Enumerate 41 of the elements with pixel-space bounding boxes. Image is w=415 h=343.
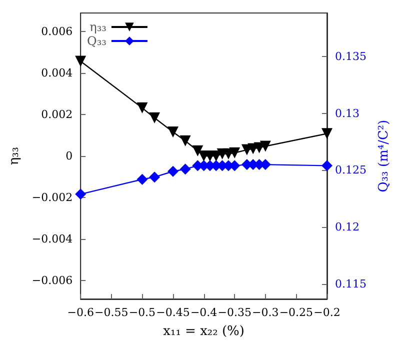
point [149,172,160,183]
point [136,102,148,114]
point [260,140,271,152]
point [149,112,160,124]
x-axis-title: x₁₁ = x₂₂ (%) [163,324,244,339]
point [322,128,332,140]
point [322,160,332,172]
point [192,145,204,156]
y-tick-label: 0.004 [41,66,73,80]
point [180,135,191,146]
point [75,56,86,67]
y-tick-label: 0.006 [41,25,73,38]
legend-label: Q₃₃ [86,34,107,48]
point [75,188,86,200]
y2-tick-label: 0.12 [335,220,360,234]
y2-tick-label: 0.115 [335,278,366,291]
legend-label: η₃₃ [90,20,107,34]
y-tick-label: −0.002 [32,190,73,204]
point [168,166,179,177]
y-tick-label: −0.004 [32,232,73,246]
point [180,164,191,175]
y2-tick-label: 0.125 [335,164,366,177]
x-tick-label: −0.3 [252,306,279,319]
x-tick-label: −0.6 [67,306,94,319]
x-tick-label: −0.5 [128,306,156,319]
x-tick-label: −0.4 [190,306,218,319]
y2-tick-label: 0.13 [335,106,360,120]
x-tick-label: −0.55 [94,306,128,319]
y-tick-label: 0 [66,150,73,162]
x-tick-label: −0.2 [314,306,340,319]
point [229,147,240,158]
point [136,174,148,185]
y-axis-title: η₃₃ [7,146,22,166]
y-tick-label: 0.002 [41,108,73,122]
x-tick-label: −0.25 [279,306,314,319]
point [168,126,179,138]
x-tick-label: −0.45 [156,306,190,319]
y2-tick-label: 0.135 [335,50,366,63]
y-tick-label: −0.006 [32,274,73,287]
x-tick-label: −0.35 [218,306,252,319]
y2-axis-title: Q₃₃ (m⁴/C²) [376,120,392,192]
